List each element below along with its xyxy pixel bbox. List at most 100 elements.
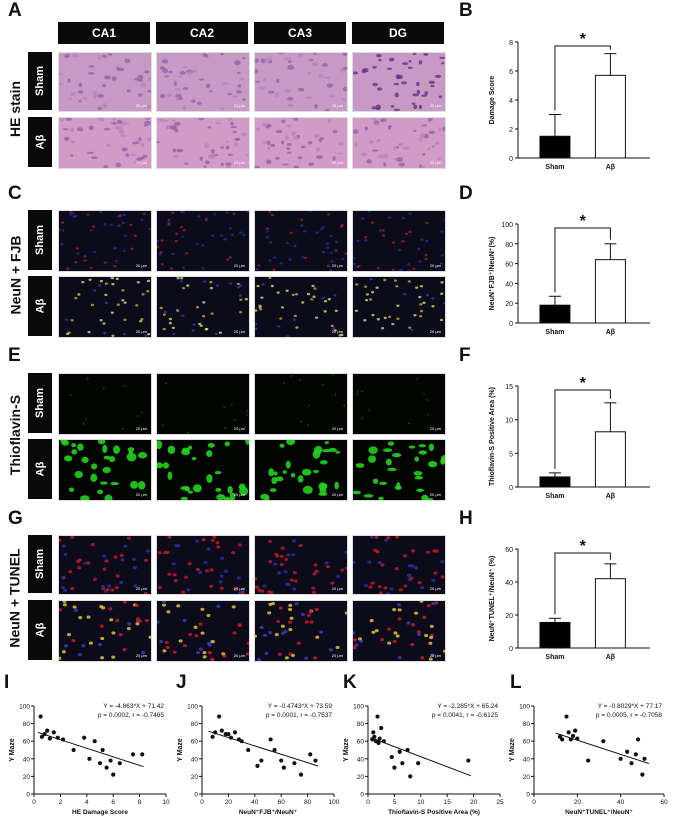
cell-marker — [383, 316, 387, 320]
data-point — [92, 739, 97, 744]
cell-marker — [162, 424, 164, 427]
micrograph-fjb-sham-ca3: 20 μm — [254, 210, 348, 272]
cell-marker — [425, 221, 429, 225]
cell-marker — [207, 442, 215, 448]
cell-marker — [401, 240, 405, 243]
cell-marker — [383, 278, 387, 282]
cell-marker — [334, 240, 338, 244]
cell-marker — [159, 639, 164, 644]
cell-marker — [133, 584, 138, 588]
cell-marker — [68, 97, 73, 101]
cell-marker — [406, 621, 411, 625]
cell-marker — [200, 631, 205, 635]
cell-marker — [78, 100, 82, 103]
cell-marker — [343, 86, 347, 92]
data-point — [635, 737, 641, 742]
cell-marker — [104, 559, 109, 563]
cell-marker — [104, 282, 108, 285]
cell-marker — [187, 562, 192, 566]
cell-marker — [437, 157, 442, 160]
stain-label-neun-fjb: NeuN + FJB — [7, 235, 23, 315]
cell-marker — [98, 211, 103, 214]
x-tick-label: 0 — [366, 799, 370, 806]
cell-marker — [273, 471, 278, 476]
cell-marker — [440, 560, 445, 564]
cell-marker — [431, 145, 435, 149]
cell-marker — [239, 284, 243, 287]
cell-marker — [429, 635, 434, 640]
cell-marker — [177, 75, 183, 78]
cell-marker — [92, 94, 98, 99]
cell-marker — [296, 641, 301, 645]
cell-marker — [118, 126, 123, 131]
cell-marker — [290, 375, 292, 377]
cell-marker — [397, 608, 402, 612]
cell-marker — [355, 463, 365, 468]
cell-marker — [70, 319, 74, 322]
cell-marker — [93, 90, 98, 96]
cell-marker — [371, 630, 376, 634]
cell-marker — [236, 282, 240, 286]
cell-marker — [396, 603, 401, 607]
cell-marker — [369, 277, 373, 281]
cell-marker — [378, 58, 382, 62]
x-tick-label: Sham — [545, 654, 564, 661]
cell-marker — [255, 585, 259, 589]
cell-marker — [131, 557, 136, 561]
cell-marker — [104, 301, 108, 305]
cell-marker — [144, 70, 150, 74]
cell-marker — [342, 53, 347, 56]
cell-marker — [410, 328, 414, 332]
cell-marker — [161, 119, 169, 123]
cell-marker — [386, 536, 391, 540]
cell-marker — [388, 125, 393, 128]
cell-marker — [83, 255, 87, 258]
cell-marker — [390, 105, 395, 108]
cell-marker — [140, 82, 146, 87]
cell-marker — [212, 536, 217, 539]
cell-marker — [129, 223, 133, 227]
cell-marker — [163, 310, 167, 314]
cell-marker — [182, 106, 187, 111]
cell-marker — [171, 562, 176, 566]
cell-marker — [393, 145, 397, 151]
cell-marker — [377, 154, 385, 159]
cell-marker — [258, 86, 266, 90]
bar-sham — [539, 621, 571, 649]
bar-chart-tunel: 0 20 40 60 NeuN⁺TUNEL⁺/NeuN⁺ (%) Sham Aβ * — [488, 538, 650, 661]
cell-marker — [387, 467, 397, 472]
cell-marker — [386, 67, 393, 70]
cell-marker — [409, 576, 414, 580]
cell-marker — [394, 92, 399, 98]
cell-marker — [215, 487, 222, 492]
cell-marker — [313, 133, 320, 138]
cell-marker — [229, 492, 236, 500]
cell-marker — [255, 68, 259, 74]
scale-bar-label: 20 μm — [233, 492, 245, 497]
cell-marker — [255, 80, 261, 83]
cell-marker — [425, 550, 430, 554]
cell-marker — [73, 214, 78, 218]
cell-marker — [414, 475, 423, 480]
cell-marker — [103, 455, 111, 460]
cell-marker — [287, 60, 292, 63]
bar-chart-thioflavin: 0 5 10 15 Thioflavin-S Positive Area (%) Sham… — [489, 375, 650, 500]
cell-marker — [225, 145, 230, 150]
y-tick-label: 40 — [191, 756, 199, 763]
cell-marker — [239, 311, 243, 314]
cell-marker — [392, 608, 397, 612]
cell-marker — [202, 301, 206, 304]
micrograph-he-sham-ca1: 20 μm — [58, 52, 152, 112]
cell-marker — [115, 162, 121, 168]
cell-marker — [225, 162, 232, 166]
cell-marker — [321, 225, 325, 229]
cell-marker — [268, 559, 273, 564]
data-point — [60, 737, 66, 742]
cell-marker — [135, 304, 139, 307]
cell-marker — [110, 481, 120, 486]
cell-marker — [61, 544, 66, 548]
data-point — [255, 763, 260, 768]
cell-marker — [442, 649, 445, 653]
cell-marker — [166, 610, 171, 614]
cell-marker — [163, 551, 168, 555]
